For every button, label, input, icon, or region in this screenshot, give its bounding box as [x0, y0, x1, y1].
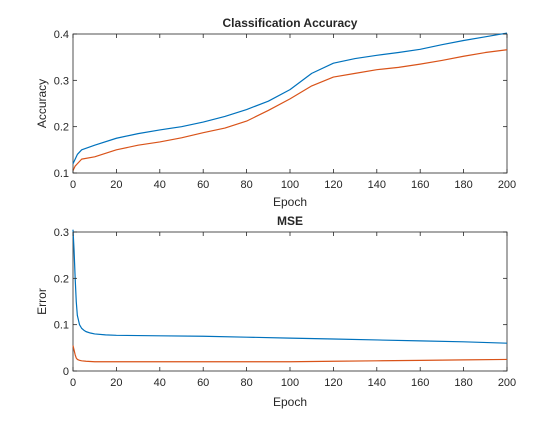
mse-series-1-line [72, 229, 508, 344]
accuracy-plot: Classification Accuracy 0 20 40 60 80 100 120 1… [35, 16, 516, 209]
mse-y-tick-label: 0.1 [54, 320, 69, 332]
mse-x-tick-label: 80 [240, 377, 252, 389]
mse-y-tick-label: 0 [63, 366, 69, 378]
mse-y-axis-label: Error [35, 288, 49, 315]
mse-x-axis-label: Epoch [273, 395, 307, 409]
accuracy-series-1-line [72, 32, 508, 164]
mse-x-tick-label: 60 [197, 377, 209, 389]
accuracy-x-tick-label: 180 [454, 179, 472, 191]
mse-y-ticks: 0 0.1 0.2 0.3 [54, 227, 507, 378]
mse-x-tick-label: 40 [154, 377, 166, 389]
accuracy-x-axis-label: Epoch [273, 195, 307, 209]
mse-series-layer [72, 229, 508, 363]
mse-x-ticks: 0 20 40 60 80 100 120 140 160 180 200 [70, 232, 516, 389]
mse-y-tick-label: 0.3 [54, 227, 69, 239]
accuracy-x-tick-label: 120 [324, 179, 342, 191]
mse-x-tick-label: 20 [110, 377, 122, 389]
mse-x-tick-label: 200 [498, 377, 516, 389]
accuracy-title: Classification Accuracy [223, 16, 358, 30]
accuracy-x-tick-label: 60 [197, 179, 209, 191]
accuracy-x-tick-label: 140 [368, 179, 386, 191]
accuracy-y-axis-label: Accuracy [35, 79, 49, 128]
accuracy-axes-frame [72, 33, 508, 174]
mse-x-tick-label: 0 [70, 377, 76, 389]
accuracy-x-tick-label: 40 [154, 179, 166, 191]
accuracy-series-2-line [72, 49, 508, 171]
accuracy-x-tick-label: 200 [498, 179, 516, 191]
mse-title: MSE [277, 214, 303, 228]
accuracy-y-tick-label: 0.4 [54, 29, 69, 41]
accuracy-x-ticks: 0 20 40 60 80 100 120 140 160 180 200 [70, 34, 516, 191]
mse-x-tick-label: 140 [368, 377, 386, 389]
accuracy-y-tick-label: 0.2 [54, 122, 69, 134]
accuracy-y-tick-label: 0.1 [54, 168, 69, 180]
accuracy-y-tick-label: 0.3 [54, 75, 69, 87]
mse-x-tick-label: 180 [454, 377, 472, 389]
accuracy-y-ticks: 0.1 0.2 0.3 0.4 [54, 29, 507, 180]
accuracy-x-tick-label: 80 [240, 179, 252, 191]
accuracy-x-tick-label: 160 [411, 179, 429, 191]
mse-axes-frame [72, 231, 508, 372]
mse-x-tick-label: 120 [324, 377, 342, 389]
accuracy-series-layer [72, 32, 508, 171]
accuracy-x-tick-label: 100 [281, 179, 299, 191]
mse-x-tick-label: 100 [281, 377, 299, 389]
mse-plot: MSE 0 20 40 60 80 100 120 140 160 180 200 00.10.20… [35, 214, 516, 409]
mse-x-tick-label: 160 [411, 377, 429, 389]
accuracy-x-tick-label: 20 [110, 179, 122, 191]
accuracy-x-tick-label: 0 [70, 179, 76, 191]
mse-series-2-line [72, 345, 508, 363]
mse-y-tick-label: 0.2 [54, 273, 69, 285]
